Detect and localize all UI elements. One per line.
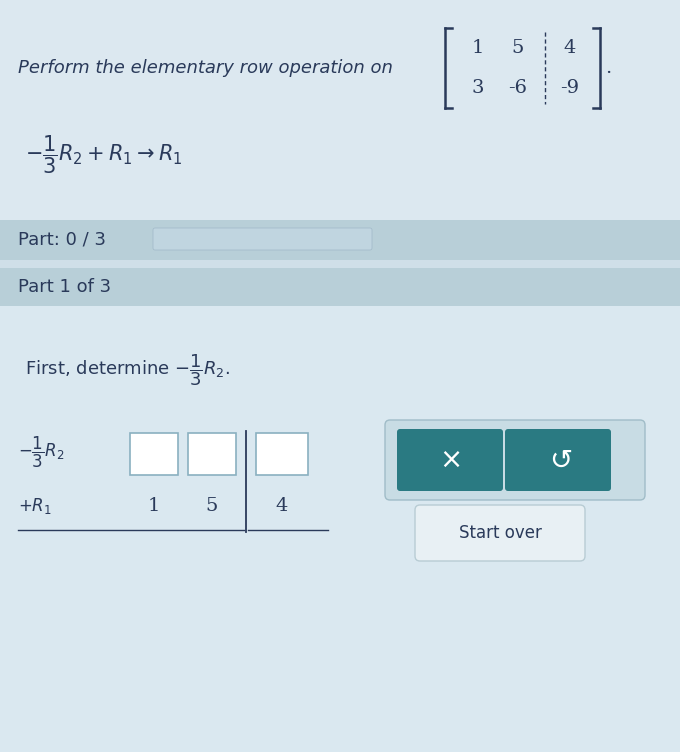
- Text: 1: 1: [472, 39, 484, 57]
- Text: $-\dfrac{1}{3}R_2 + R_1 \rightarrow R_1$: $-\dfrac{1}{3}R_2 + R_1 \rightarrow R_1$: [25, 134, 183, 176]
- Text: 3: 3: [472, 79, 484, 97]
- FancyBboxPatch shape: [0, 306, 680, 752]
- FancyBboxPatch shape: [385, 420, 645, 500]
- Text: Start over: Start over: [458, 524, 541, 542]
- Text: .: .: [605, 59, 611, 77]
- Text: -9: -9: [560, 79, 579, 97]
- FancyBboxPatch shape: [130, 433, 178, 475]
- FancyBboxPatch shape: [153, 228, 372, 250]
- Text: 1: 1: [148, 497, 160, 515]
- FancyBboxPatch shape: [256, 433, 308, 475]
- FancyBboxPatch shape: [0, 0, 680, 220]
- Text: Part 1 of 3: Part 1 of 3: [18, 278, 111, 296]
- Text: 4: 4: [276, 497, 288, 515]
- Text: -6: -6: [509, 79, 528, 97]
- Text: 4: 4: [564, 39, 576, 57]
- FancyBboxPatch shape: [0, 268, 680, 306]
- FancyBboxPatch shape: [415, 505, 585, 561]
- Text: 5: 5: [206, 497, 218, 515]
- Text: 5: 5: [512, 39, 524, 57]
- FancyBboxPatch shape: [397, 429, 503, 491]
- Text: $\times$: $\times$: [439, 446, 461, 474]
- Text: Part: 0 / 3: Part: 0 / 3: [18, 231, 106, 249]
- Text: Perform the elementary row operation on: Perform the elementary row operation on: [18, 59, 393, 77]
- FancyBboxPatch shape: [188, 433, 236, 475]
- Text: First, determine $-\dfrac{1}{3}R_2$.: First, determine $-\dfrac{1}{3}R_2$.: [25, 352, 230, 388]
- Text: $\circlearrowleft$: $\circlearrowleft$: [544, 446, 573, 474]
- FancyBboxPatch shape: [0, 220, 680, 260]
- Text: $+R_1$: $+R_1$: [18, 496, 52, 516]
- Text: $-\dfrac{1}{3}R_2$: $-\dfrac{1}{3}R_2$: [18, 435, 65, 469]
- FancyBboxPatch shape: [505, 429, 611, 491]
